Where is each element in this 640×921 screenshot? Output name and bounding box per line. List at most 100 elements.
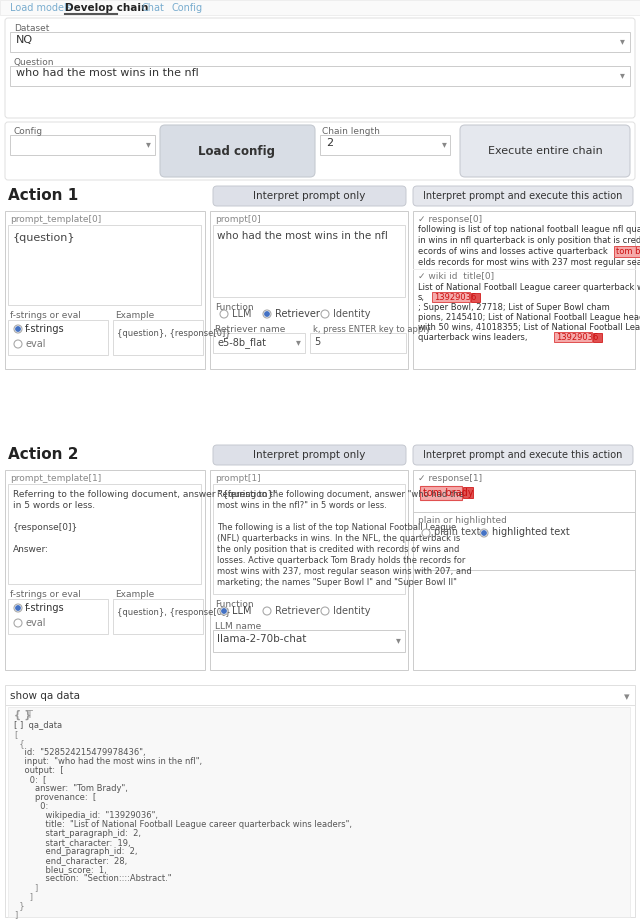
Text: title:  "List of National Football League career quarterback wins leaders",: title: "List of National Football League… [14, 820, 352, 829]
Bar [210, 211, 408, 369]
Text: Retriever: Retriever [275, 606, 320, 616]
Bar [210, 470, 408, 670]
Text: prompt_template[1]: prompt_template[1] [10, 474, 101, 483]
Text: plain text: plain text [434, 527, 481, 537]
Text: Function: Function [215, 600, 253, 609]
Text: 0:  [: 0: [ [14, 775, 46, 784]
Text: eval: eval [25, 618, 45, 628]
Text: { }: { } [14, 710, 31, 720]
Bar [463, 487, 473, 498]
Circle shape [321, 310, 329, 318]
Bar [5, 211, 205, 369]
Text: who had the most wins in the nfl: who had the most wins in the nfl [217, 231, 388, 241]
Text: f-strings: f-strings [25, 603, 65, 613]
Text: ▾: ▾ [442, 139, 447, 149]
Text: Config: Config [172, 3, 203, 13]
Text: Retriever name: Retriever name [215, 325, 285, 334]
Text: marketing; the names "Super Bowl I" and "Super Bowl II": marketing; the names "Super Bowl I" and … [217, 578, 457, 587]
Circle shape [16, 327, 20, 332]
Text: ecords of wins and losses active quarterback: ecords of wins and losses active quarter… [418, 247, 608, 256]
Text: {question}, {response[0]}: {question}, {response[0]} [117, 608, 230, 617]
Text: prompt_template[0]: prompt_template[0] [10, 215, 101, 224]
Text: answer:  "Tom Brady",: answer: "Tom Brady", [14, 784, 128, 793]
Text: elds records for most wins with 237 most regular season wins wi: elds records for most wins with 237 most… [418, 258, 640, 267]
Text: ▾: ▾ [396, 635, 401, 645]
Circle shape [265, 312, 269, 316]
Bar [10, 66, 630, 86]
Circle shape [321, 607, 329, 615]
Text: LLM name: LLM name [215, 622, 261, 631]
Text: Chain length: Chain length [322, 127, 380, 136]
Text: 2: 2 [326, 137, 333, 147]
Bar [113, 599, 203, 634]
Text: ✓ response[1]: ✓ response[1] [418, 474, 482, 483]
Text: most wins with 237, most regular season wins with 207, and: most wins with 237, most regular season … [217, 567, 472, 576]
Bar [113, 320, 203, 355]
Text: in wins in nfl quarterback is only position that is credited with r: in wins in nfl quarterback is only posit… [418, 236, 640, 245]
Text: end_character:  28,: end_character: 28, [14, 856, 127, 865]
Text: most wins in the nfl?" in 5 words or less.: most wins in the nfl?" in 5 words or les… [217, 501, 387, 510]
FancyBboxPatch shape [413, 445, 633, 465]
Text: {: { [14, 739, 24, 748]
Circle shape [222, 609, 226, 613]
Text: Develop chain: Develop chain [65, 3, 148, 13]
FancyBboxPatch shape [5, 18, 635, 118]
Bar [8, 484, 201, 584]
Bar [420, 486, 462, 500]
Text: Config: Config [14, 127, 43, 136]
Bar [432, 292, 470, 302]
Text: the only position that is credited with records of wins and: the only position that is credited with … [217, 545, 460, 554]
Text: ✓ response[0]: ✓ response[0] [418, 215, 482, 224]
Text: losses. Active quarterback Tom Brady holds the records for: losses. Active quarterback Tom Brady hol… [217, 556, 465, 565]
Circle shape [14, 619, 22, 627]
Text: Dataset: Dataset [14, 24, 49, 33]
Bar [10, 135, 155, 155]
Text: following is list of top national football league nfl quarterbacks: following is list of top national footba… [418, 225, 640, 234]
Text: List of National Football League career quarterback wins leader: List of National Football League career … [418, 283, 640, 292]
Text: Identity: Identity [333, 606, 371, 616]
Text: ✓ wiki id  title[0]: ✓ wiki id title[0] [418, 271, 494, 280]
Text: ; Super Bowl, 27718; List of Super Bowl cham: ; Super Bowl, 27718; List of Super Bowl … [418, 303, 610, 312]
Text: highlighted text: highlighted text [492, 527, 570, 537]
Text: show qa data: show qa data [10, 691, 80, 701]
Bar [8, 225, 201, 305]
Bar [413, 512, 635, 570]
Text: provenance:  [: provenance: [ [14, 793, 96, 802]
Bar [5, 685, 635, 917]
Text: ▾: ▾ [296, 337, 300, 347]
Text: end_paragraph_id:  2,: end_paragraph_id: 2, [14, 847, 138, 856]
Text: section:  "Section::::Abstract.": section: "Section::::Abstract." [14, 874, 172, 883]
Text: Answer:: Answer: [13, 545, 49, 554]
Text: ]: ] [14, 892, 33, 901]
Text: Interpret prompt only: Interpret prompt only [253, 450, 365, 460]
Text: f-strings or eval: f-strings or eval [10, 590, 81, 599]
Text: eval: eval [25, 339, 45, 349]
Text: prompt[0]: prompt[0] [215, 215, 260, 224]
Text: f-strings or eval: f-strings or eval [10, 311, 81, 320]
Text: The following is a list of the top National Football League: The following is a list of the top Natio… [217, 523, 456, 532]
Circle shape [263, 310, 271, 318]
Text: wikipedia_id:  "13929036",: wikipedia_id: "13929036", [14, 811, 158, 820]
Text: NQ: NQ [16, 34, 33, 44]
Text: ▾: ▾ [145, 139, 150, 149]
Text: tom brady: tom brady [616, 247, 640, 256]
Text: (NFL) quarterbacks in wins. In the NFL, the quarterback is: (NFL) quarterbacks in wins. In the NFL, … [217, 534, 460, 543]
Circle shape [14, 604, 22, 612]
Text: bleu_score:  1,: bleu_score: 1, [14, 865, 107, 874]
Bar [213, 630, 405, 652]
Text: Referring to the following document, answer "{question}": Referring to the following document, ans… [13, 490, 277, 499]
Bar [554, 332, 592, 342]
FancyBboxPatch shape [5, 122, 635, 180]
Text: f-strings: f-strings [25, 324, 65, 334]
Text: Interpret prompt only: Interpret prompt only [253, 191, 365, 201]
Text: Identity: Identity [333, 309, 371, 319]
Text: 13929036: 13929036 [434, 293, 476, 302]
Text: who had the most wins in the nfl: who had the most wins in the nfl [16, 68, 199, 78]
Text: Example: Example [115, 311, 154, 320]
Circle shape [14, 325, 22, 333]
Circle shape [480, 529, 488, 537]
Text: {question}, {response[0]}: {question}, {response[0]} [117, 329, 230, 338]
Text: with 50 wins, 41018355; List of National Football League career: with 50 wins, 41018355; List of National… [418, 323, 640, 332]
Circle shape [482, 530, 486, 535]
Text: Load models: Load models [10, 3, 72, 13]
